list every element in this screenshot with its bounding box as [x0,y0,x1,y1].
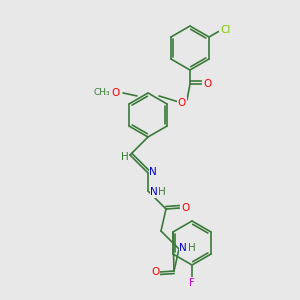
Text: O: O [181,203,189,213]
Text: N: N [179,243,187,253]
Text: O: O [203,79,211,89]
Text: O: O [178,98,186,108]
Text: O: O [111,88,119,98]
Text: Cl: Cl [220,25,230,35]
Text: H: H [158,187,166,197]
Text: CH₃: CH₃ [94,88,110,98]
Text: H: H [188,243,196,253]
Text: N: N [150,187,158,197]
Text: N: N [149,167,157,177]
Text: O: O [151,267,159,277]
Text: H: H [121,152,129,162]
Text: F: F [189,278,195,288]
